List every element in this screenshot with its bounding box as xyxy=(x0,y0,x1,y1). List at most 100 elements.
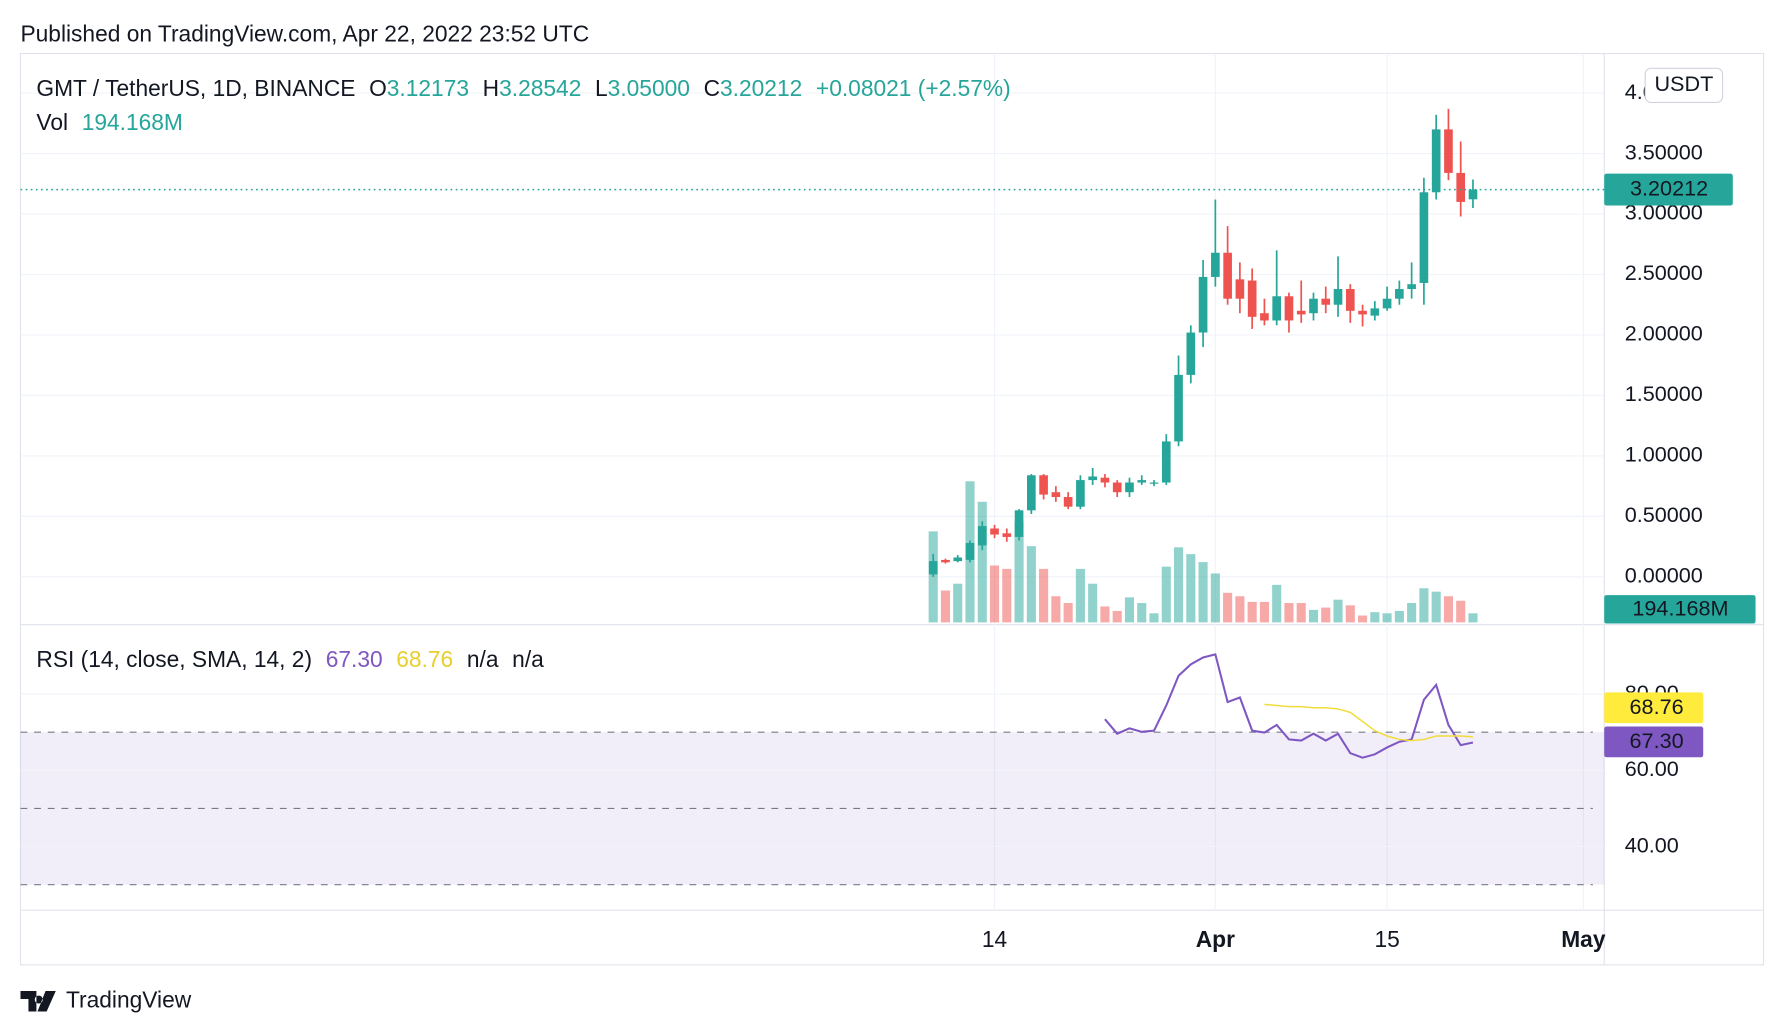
last-price-label: 3.20212 xyxy=(1630,175,1708,200)
x-tick-label: 15 xyxy=(1374,926,1399,952)
rsi-value: 67.30 xyxy=(326,646,383,672)
candle-body xyxy=(1419,192,1429,283)
symbol-legend: GMT / TetherUS, 1D, BINANCE O3.12173 H3.28… xyxy=(36,75,1010,101)
candle-body xyxy=(1223,252,1232,299)
candle-body xyxy=(1211,252,1220,277)
volume-legend: Vol 194.168M xyxy=(36,109,182,135)
candle-body xyxy=(1027,475,1036,511)
volume-bar xyxy=(1112,610,1122,623)
chart-frame xyxy=(19,52,1765,966)
volume-bar xyxy=(1468,613,1478,623)
volume-bar xyxy=(1026,546,1036,623)
c-label: C xyxy=(704,75,720,101)
candle-body xyxy=(1407,284,1416,290)
volume-bar xyxy=(1358,615,1368,623)
volume-bar xyxy=(1321,607,1331,623)
volume-bar xyxy=(1173,547,1184,623)
candle-body xyxy=(1456,172,1466,202)
y-tick-label: 2.00000 xyxy=(1625,321,1703,346)
volume-bar xyxy=(940,590,951,623)
sma-badge-label: 68.76 xyxy=(1630,694,1684,719)
candle-body xyxy=(1174,374,1183,442)
symbol: GMT / TetherUS, 1D, BINANCE xyxy=(36,75,355,101)
volume-bar xyxy=(1161,566,1171,623)
volume-bar xyxy=(928,531,938,623)
x-tick-label: 14 xyxy=(982,926,1007,952)
y-tick-label: 1.50000 xyxy=(1625,381,1703,406)
overlay: GMT / TetherUS, 1D, BINANCE O3.12173 H3.28… xyxy=(20,67,1756,1012)
candle-body xyxy=(1235,279,1245,299)
high-value: 3.28542 xyxy=(499,75,581,101)
volume-bar xyxy=(1370,612,1380,623)
candle-body xyxy=(1100,477,1110,483)
volume-bar xyxy=(1272,584,1282,623)
candle-body xyxy=(1112,482,1122,493)
candle-body xyxy=(1284,296,1294,321)
candle-body xyxy=(1431,129,1441,193)
currency-badge[interactable] xyxy=(1644,67,1724,104)
y-tick-label: 3.50000 xyxy=(1625,139,1703,164)
candle-body xyxy=(1063,497,1073,507)
o-label: O xyxy=(369,75,387,101)
volume-bar xyxy=(1100,606,1110,623)
volume-bar xyxy=(1002,568,1012,623)
volume-bar xyxy=(1443,596,1453,623)
candle-body xyxy=(1125,482,1134,493)
candle-body xyxy=(1088,476,1097,481)
candle-body xyxy=(1247,280,1257,317)
volume-label: 194.168M xyxy=(1632,596,1728,621)
candle-body xyxy=(1321,298,1331,305)
volume-bar xyxy=(1308,609,1319,623)
candle-body xyxy=(1395,289,1404,299)
volume-bar xyxy=(1419,588,1429,623)
volume-bar xyxy=(953,583,963,623)
currency-label[interactable]: USDT xyxy=(1654,71,1713,96)
volume-bar xyxy=(1247,601,1257,623)
candle-body xyxy=(1076,480,1085,507)
volume-bar xyxy=(965,481,975,623)
candle-body xyxy=(1039,475,1048,495)
l-label: L xyxy=(595,75,608,101)
candle-body xyxy=(953,557,963,562)
rsi-legend: RSI (14, close, SMA, 14, 2) 67.30 68.76 n/a… xyxy=(36,646,544,672)
na-value: n/a xyxy=(512,646,544,672)
volume-bar xyxy=(1051,596,1061,623)
candle-body xyxy=(1333,289,1343,305)
volume-bar xyxy=(1259,601,1269,623)
volume-bar xyxy=(1456,600,1466,623)
volume-bar xyxy=(1345,605,1355,623)
volume-bar xyxy=(1075,568,1085,623)
candle-body xyxy=(1358,310,1367,315)
volume-bar xyxy=(1284,603,1294,623)
candle-body xyxy=(941,559,950,563)
h-label: H xyxy=(483,75,499,101)
rsi-line xyxy=(1104,653,1474,759)
x-tick-label: Apr xyxy=(1196,926,1235,952)
y-tick-label: 1.00000 xyxy=(1625,442,1703,467)
sma-badge xyxy=(1604,692,1704,724)
candle-body xyxy=(1382,298,1392,309)
candle-body xyxy=(1161,441,1171,483)
y-tick-label: 40.00 xyxy=(1625,832,1679,857)
change-value: +0.08021 (+2.57%) xyxy=(816,75,1011,101)
candle-body xyxy=(1309,298,1318,314)
volume-bar xyxy=(1137,603,1147,623)
volume-bar xyxy=(1039,568,1049,623)
marks: 0.00000 0.50000 1.00000 1.50000 2.00000 2.500… xyxy=(20,54,1703,911)
candle-body xyxy=(1370,308,1380,316)
volume-bar xyxy=(1431,591,1441,623)
candle-body xyxy=(1051,492,1061,498)
volume-bar xyxy=(1063,603,1073,623)
close-value: 3.20212 xyxy=(720,75,802,101)
candle-body xyxy=(1260,313,1269,321)
volume-bar xyxy=(1407,603,1417,623)
volume-bar xyxy=(1394,610,1404,623)
volume-bar xyxy=(1088,583,1098,623)
x-tick-label: May xyxy=(1561,926,1606,952)
candle-body xyxy=(1272,296,1282,321)
volume-bar xyxy=(1235,596,1245,623)
volume-bar xyxy=(1198,562,1208,623)
